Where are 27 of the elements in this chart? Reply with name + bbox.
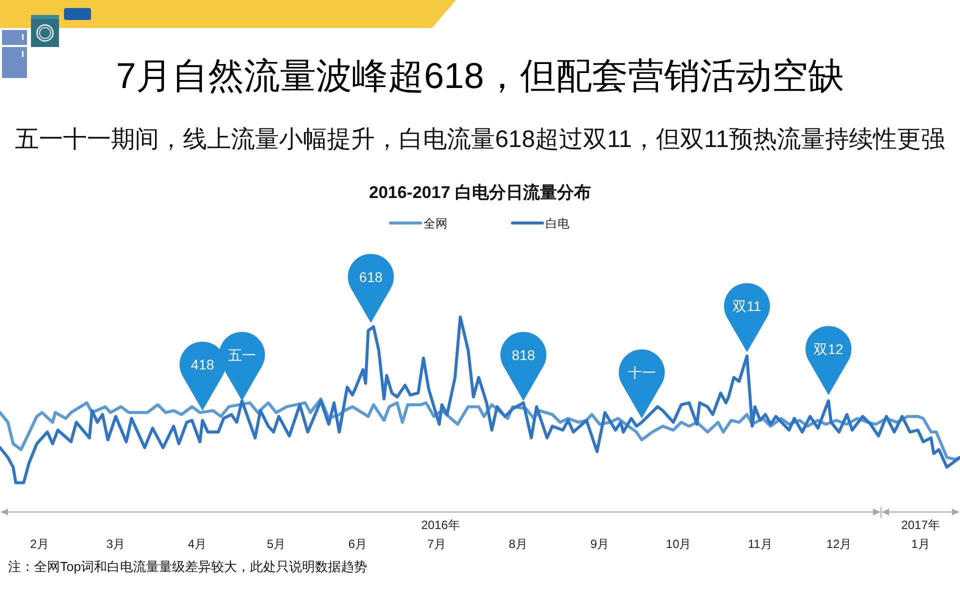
x-tick-label: 7月 [427,537,446,551]
annotation: 双11 [732,298,762,314]
x-tick-label: 8月 [508,537,528,551]
text: 2016-2017 白电分日流量分布 [368,183,592,202]
x-tick-label: 2月 [30,537,49,551]
x-tick-label: 6月 [348,537,368,551]
x-tick-label: 4月 [188,537,207,551]
annotation: 418 [190,356,214,373]
annotation: 十一 [628,364,656,380]
x-tick-label: 3月 [106,537,126,551]
legend-label: 白电 [546,216,570,230]
annotation: 618 [359,268,383,285]
x-tick-label: 10月 [666,537,692,551]
annotation: 818 [512,346,536,363]
x-tick-label: 9月 [590,537,610,551]
text: 注：全网Top词和白电流量量级差异较大，此处只说明数据趋势 [8,559,367,574]
x-tick-label: 1月 [911,537,930,551]
text: 2017年 [901,518,940,532]
annotation: 五一 [228,346,256,363]
chart-subtitle: 五一十一期间，线上流量小幅提升，白电流量618超过双11，但双11预热流量持续性更强 [15,126,945,153]
annotation: 双12 [814,341,844,357]
x-tick-label: 11月 [748,537,772,551]
text: 2016年 [421,518,460,532]
chart-title: 7月自然流量波峰超618，但配套营销活动空缺 [116,55,844,96]
legend-label: 全网 [424,216,448,230]
x-tick-label: 5月 [266,537,286,551]
x-tick-label: 12月 [826,537,852,551]
